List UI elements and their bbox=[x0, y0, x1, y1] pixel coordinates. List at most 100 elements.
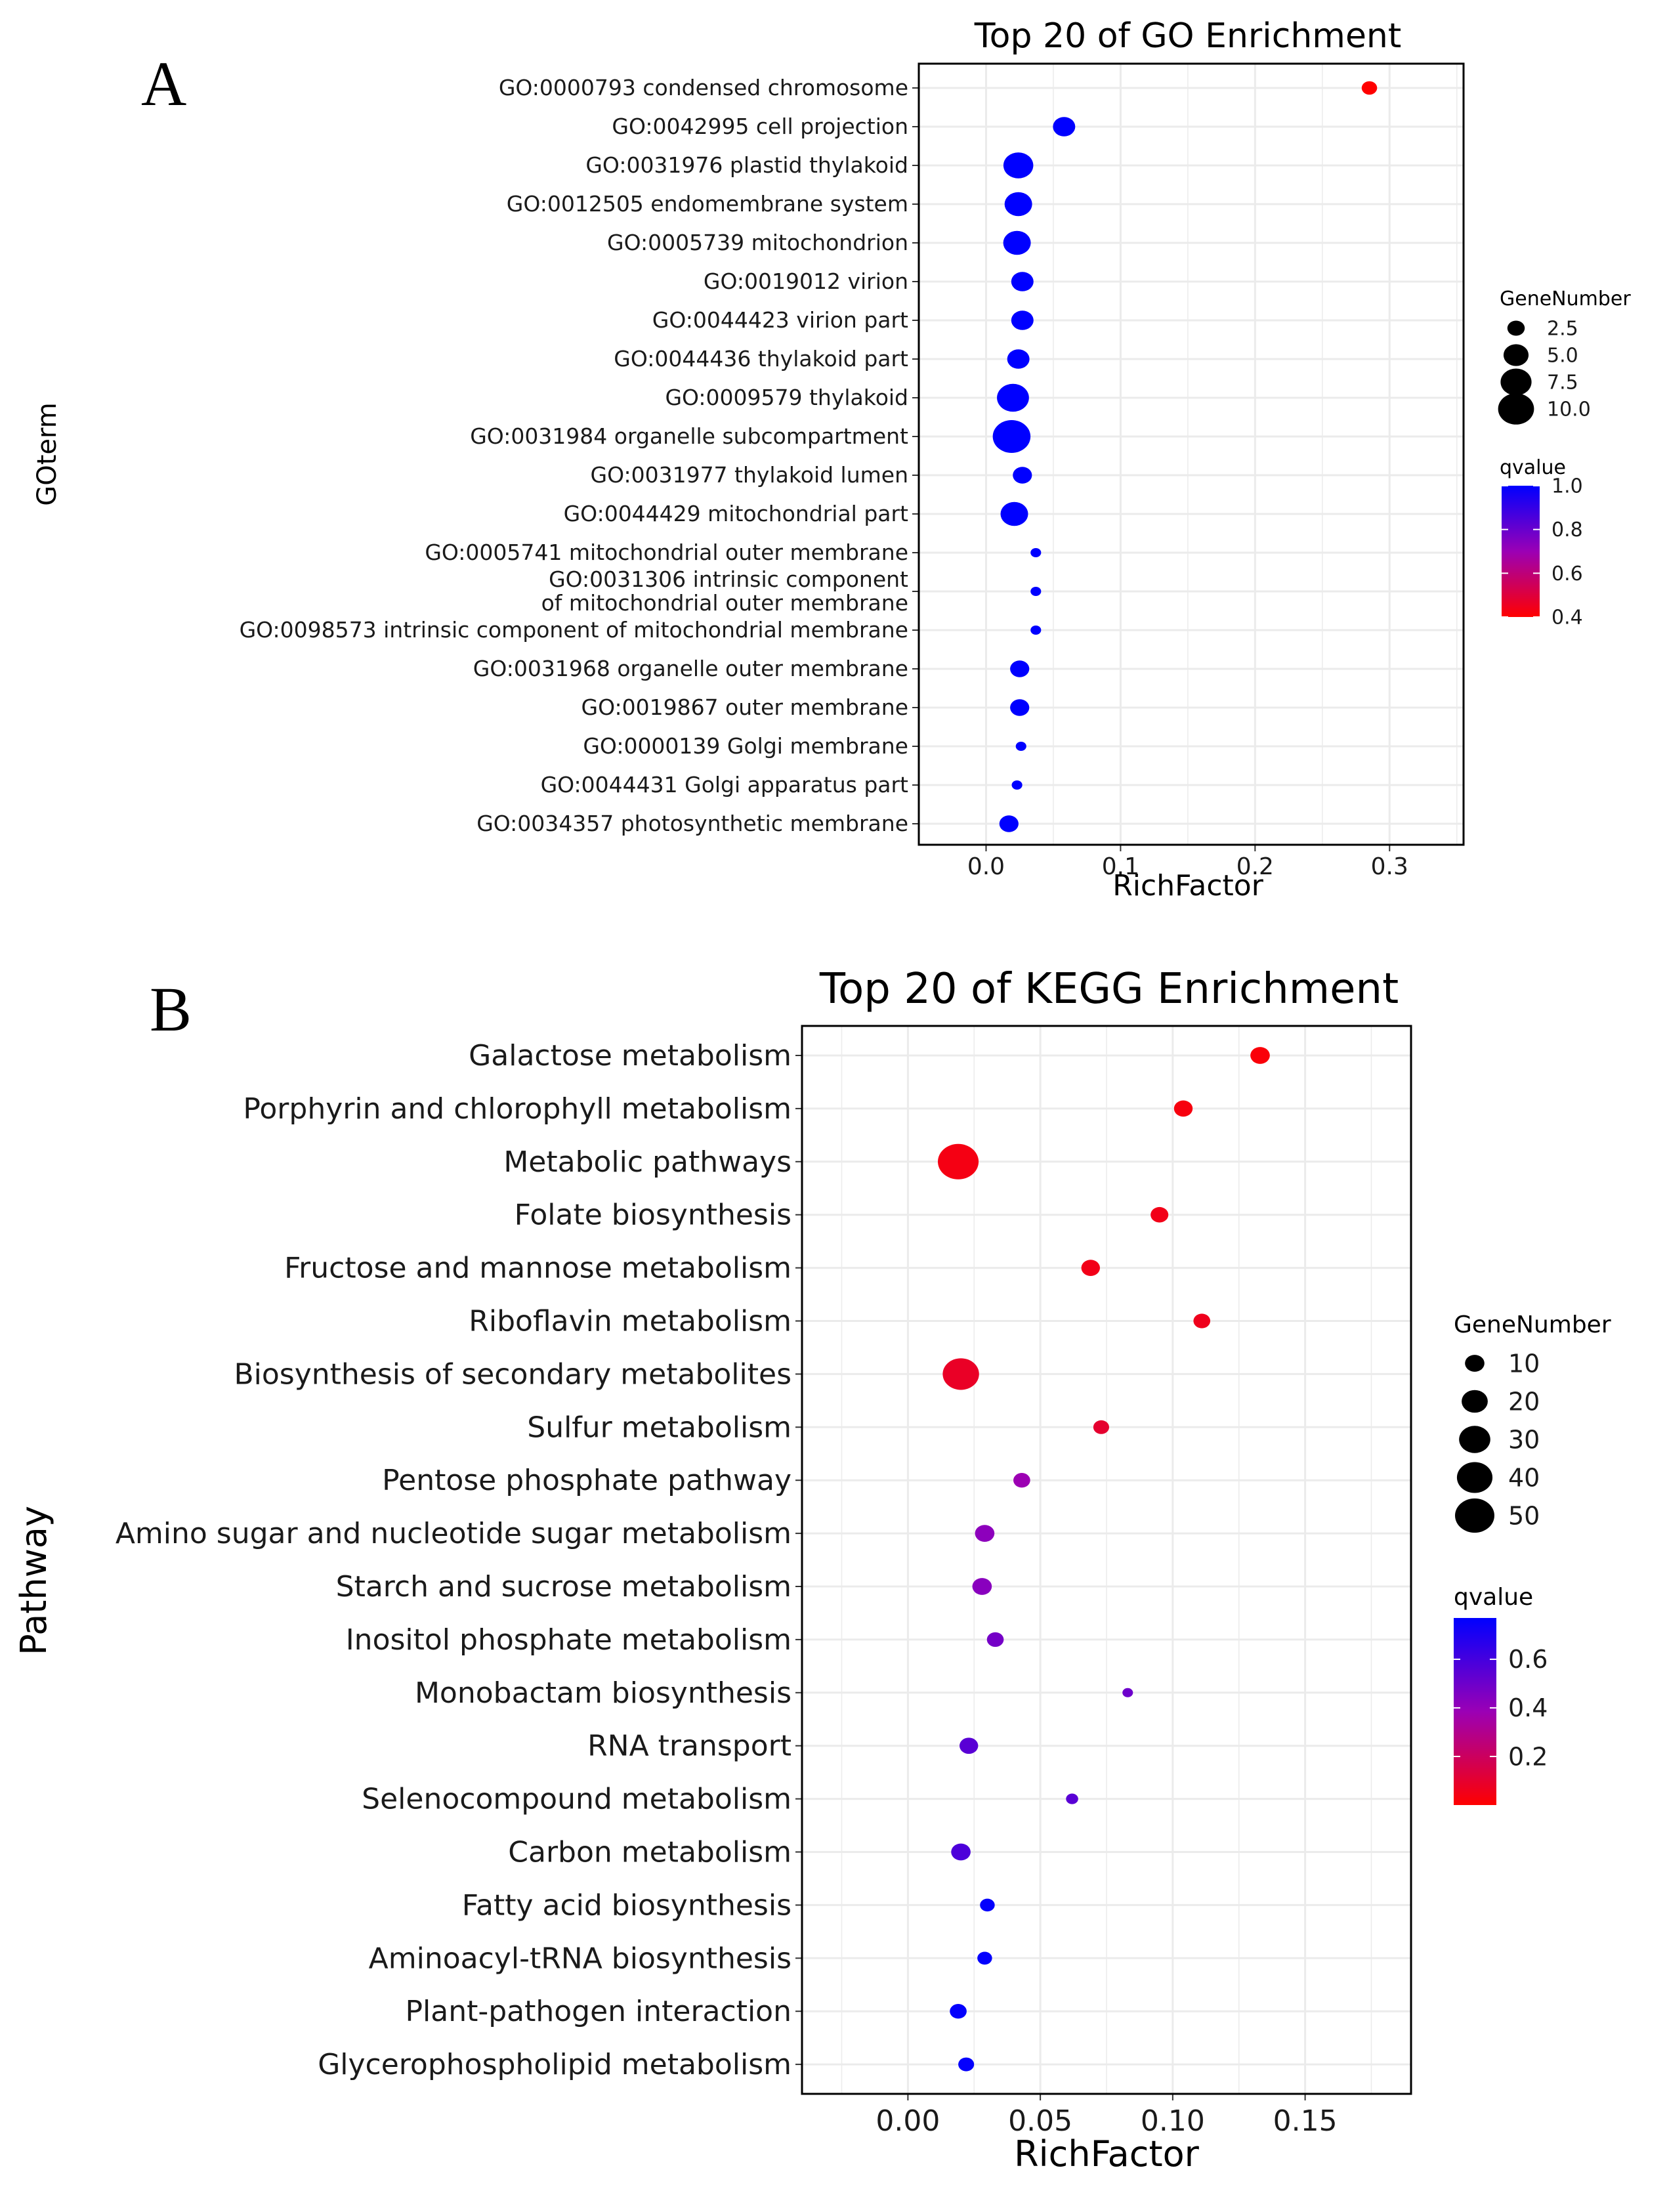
b-category-label: RNA transport bbox=[587, 1730, 791, 1763]
a-point bbox=[1030, 587, 1042, 596]
a-category-label: GO:0031984 organelle subcompartment bbox=[470, 423, 908, 449]
b-point bbox=[938, 1143, 979, 1180]
b-size-legend-label: 30 bbox=[1508, 1425, 1540, 1454]
go-enrichment-chart: Top 20 of GO Enrichment GO:0000793 conde… bbox=[32, 16, 1631, 903]
b-x-tick-label: 0.05 bbox=[1008, 2104, 1072, 2138]
a-category-label-line: GO:0031306 intrinsic component bbox=[549, 566, 908, 592]
b-category-label: Fructose and mannose metabolism bbox=[284, 1252, 791, 1285]
b-category-label: Inositol phosphate metabolism bbox=[346, 1623, 791, 1657]
a-point bbox=[1011, 272, 1034, 291]
a-point bbox=[1007, 349, 1030, 369]
a-x-tick-label: 0.2 bbox=[1236, 853, 1274, 880]
b-point bbox=[1122, 1688, 1133, 1697]
a-point bbox=[1003, 230, 1031, 255]
b-point bbox=[950, 2004, 967, 2019]
a-category-label: GO:0044423 virion part bbox=[652, 307, 908, 333]
a-point bbox=[1011, 780, 1023, 790]
a-size-legend-label: 2.5 bbox=[1547, 318, 1578, 341]
kegg-color-legend-title: qvalue bbox=[1454, 1584, 1533, 1611]
b-x-tick-label: 0.00 bbox=[876, 2104, 940, 2138]
go-color-bar bbox=[1502, 486, 1540, 617]
go-color-legend-title: qvalue bbox=[1500, 456, 1566, 479]
kegg-gridlines bbox=[802, 1026, 1411, 2094]
a-x-tick-label: 0.1 bbox=[1102, 853, 1139, 880]
b-point bbox=[951, 1843, 971, 1861]
kegg-color-legend-ticks: 0.6 0.4 0.2 bbox=[1454, 1645, 1548, 1771]
a-color-legend-label: 0.8 bbox=[1551, 519, 1583, 542]
b-point bbox=[958, 2057, 975, 2072]
b-point bbox=[986, 1632, 1004, 1648]
a-point bbox=[999, 815, 1019, 832]
b-size-legend-label: 50 bbox=[1508, 1501, 1540, 1530]
a-category-label: GO:0034357 photosynthetic membrane bbox=[476, 811, 908, 836]
go-x-axis: 0.0 0.1 0.2 0.3 bbox=[967, 845, 1408, 880]
kegg-points bbox=[938, 1047, 1270, 2072]
panel-a-letter: A bbox=[141, 49, 186, 119]
b-point bbox=[1093, 1420, 1109, 1434]
b-size-legend-key bbox=[1455, 1498, 1494, 1533]
a-category-label: GO:0019012 virion bbox=[704, 268, 908, 294]
b-x-tick-label: 0.10 bbox=[1141, 2104, 1205, 2138]
a-point bbox=[1000, 501, 1028, 526]
b-color-legend-label: 0.2 bbox=[1508, 1742, 1548, 1771]
a-size-legend-label: 7.5 bbox=[1547, 372, 1578, 394]
kegg-enrichment-chart: Top 20 of KEGG Enrichment Galactose meta… bbox=[13, 965, 1611, 2175]
a-size-legend-key bbox=[1507, 320, 1525, 336]
a-category-label: GO:0031976 plastid thylakoid bbox=[585, 152, 908, 178]
b-size-legend-label: 40 bbox=[1508, 1463, 1540, 1492]
b-category-label: Pentose phosphate pathway bbox=[382, 1464, 791, 1497]
b-category-label: Riboflavin metabolism bbox=[469, 1305, 791, 1338]
b-category-label: Sulfur metabolism bbox=[527, 1411, 791, 1444]
a-point bbox=[1004, 192, 1032, 217]
a-point bbox=[1003, 152, 1034, 179]
b-category-label: Fatty acid biosynthesis bbox=[462, 1888, 791, 1922]
a-category-label: GO:0009579 thylakoid bbox=[665, 385, 908, 410]
a-category-label: GO:0012505 endomembrane system bbox=[507, 191, 908, 217]
a-size-legend-key bbox=[1500, 368, 1532, 396]
a-point bbox=[1015, 742, 1026, 751]
a-category-label: GO:0044429 mitochondrial part bbox=[564, 501, 908, 526]
b-point bbox=[1081, 1260, 1100, 1276]
kegg-category-labels: Galactose metabolism Porphyrin and chloro… bbox=[116, 1039, 802, 2081]
b-point bbox=[1150, 1206, 1169, 1223]
a-x-tick-label: 0.3 bbox=[1371, 853, 1408, 880]
a-category-label: GO:0044436 thylakoid part bbox=[614, 346, 908, 372]
kegg-chart-title: Top 20 of KEGG Enrichment bbox=[819, 965, 1399, 1013]
a-x-tick-label: 0.0 bbox=[967, 853, 1005, 880]
a-category-label: GO:0098573 intrinsic component of mitoch… bbox=[240, 617, 908, 643]
a-category-label: GO:0042995 cell projection bbox=[612, 114, 908, 139]
go-chart-title: Top 20 of GO Enrichment bbox=[974, 16, 1402, 56]
b-category-label: Selenocompound metabolism bbox=[362, 1783, 791, 1816]
b-point bbox=[1013, 1473, 1030, 1488]
kegg-size-legend-title: GeneNumber bbox=[1454, 1311, 1611, 1338]
b-point bbox=[959, 1737, 979, 1755]
a-point bbox=[1053, 117, 1076, 137]
b-size-legend-key bbox=[1459, 1426, 1490, 1453]
go-points bbox=[992, 81, 1378, 832]
a-size-legend-label: 5.0 bbox=[1547, 345, 1578, 368]
b-point bbox=[942, 1358, 979, 1390]
kegg-y-axis-title: Pathway bbox=[13, 1506, 54, 1655]
a-category-label: GO:0005741 mitochondrial outer membrane bbox=[425, 540, 908, 565]
a-color-legend-label: 1.0 bbox=[1551, 475, 1583, 498]
a-color-legend-label: 0.6 bbox=[1551, 563, 1583, 585]
a-category-label: GO:0000793 condensed chromosome bbox=[499, 75, 908, 100]
a-category-label: GO:0005739 mitochondrion bbox=[607, 230, 908, 255]
b-category-label: Metabolic pathways bbox=[503, 1145, 791, 1179]
a-category-label: GO:0000139 Golgi membrane bbox=[583, 733, 908, 759]
b-size-legend-key bbox=[1465, 1355, 1485, 1372]
b-point bbox=[972, 1578, 992, 1595]
a-category-label: GO:0044431 Golgi apparatus part bbox=[541, 772, 908, 798]
go-size-legend: 2.5 5.0 7.5 10.0 bbox=[1498, 318, 1591, 425]
b-point bbox=[975, 1525, 995, 1542]
b-point bbox=[980, 1898, 995, 1912]
a-category-label: GO:0031968 organelle outer membrane bbox=[473, 656, 908, 681]
b-point bbox=[1173, 1100, 1193, 1117]
b-category-label: Amino sugar and nucleotide sugar metabol… bbox=[116, 1517, 791, 1550]
a-point bbox=[1030, 626, 1042, 635]
a-size-legend-key bbox=[1503, 344, 1529, 366]
b-size-legend-label: 10 bbox=[1508, 1349, 1540, 1378]
b-category-label: Aminoacyl-tRNA biosynthesis bbox=[369, 1942, 791, 1975]
a-point bbox=[997, 383, 1029, 412]
